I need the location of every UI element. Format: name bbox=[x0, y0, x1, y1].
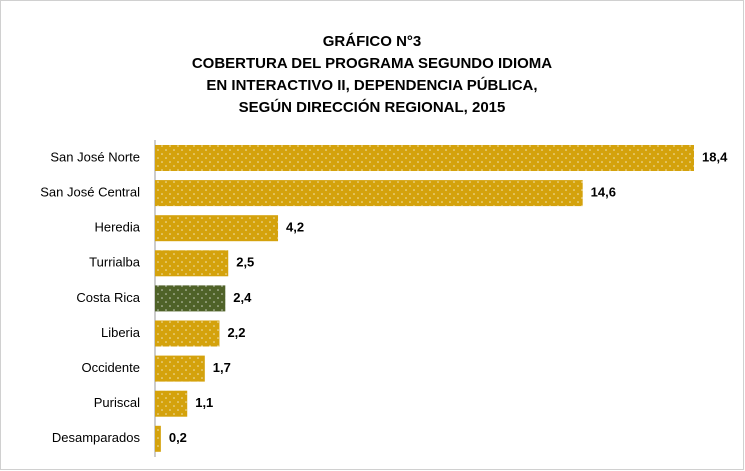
bar-texture bbox=[155, 215, 279, 242]
chart-title: COBERTURA DEL PROGRAMA SEGUNDO IDIOMA bbox=[192, 55, 552, 72]
category-label: Liberia bbox=[101, 325, 141, 340]
category-label: Costa Rica bbox=[76, 290, 140, 305]
chart-title: GRÁFICO N°3 bbox=[323, 33, 422, 50]
bar-texture bbox=[155, 425, 161, 452]
category-label: Desamparados bbox=[52, 430, 141, 445]
bar-texture bbox=[155, 390, 188, 417]
category-label: San José Central bbox=[40, 185, 140, 200]
bar-texture bbox=[155, 180, 583, 207]
value-label: 2,4 bbox=[233, 290, 252, 305]
bar-texture bbox=[155, 320, 220, 347]
bar-texture bbox=[155, 355, 205, 382]
bar-texture bbox=[155, 250, 229, 277]
category-label: Heredia bbox=[94, 220, 140, 235]
value-label: 2,2 bbox=[227, 325, 245, 340]
value-label: 1,1 bbox=[195, 395, 213, 410]
value-label: 14,6 bbox=[591, 185, 616, 200]
value-label: 0,2 bbox=[169, 430, 187, 445]
category-label: Occidente bbox=[81, 360, 140, 375]
chart-title: SEGÚN DIRECCIÓN REGIONAL, 2015 bbox=[239, 98, 506, 116]
bar-texture bbox=[155, 285, 226, 312]
value-label: 1,7 bbox=[213, 360, 231, 375]
category-label: San José Norte bbox=[50, 149, 140, 164]
chart-title: EN INTERACTIVO II, DEPENDENCIA PÚBLICA, bbox=[206, 76, 537, 94]
value-label: 4,2 bbox=[286, 220, 304, 235]
category-label: Puriscal bbox=[94, 395, 140, 410]
category-label: Turrialba bbox=[89, 255, 141, 270]
bar-texture bbox=[155, 145, 694, 171]
value-label: 18,4 bbox=[702, 149, 728, 164]
value-label: 2,5 bbox=[236, 255, 254, 270]
